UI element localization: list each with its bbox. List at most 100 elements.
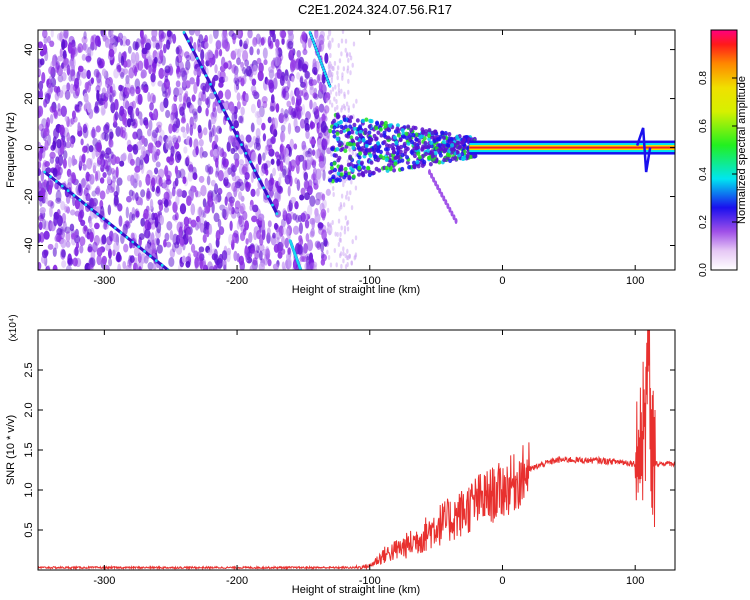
noise-blob xyxy=(53,127,60,139)
noise-blob xyxy=(119,91,124,101)
main-tone-blob xyxy=(421,130,426,136)
noise-blob xyxy=(176,153,182,161)
spectrogram-y-tick-label: -20 xyxy=(23,189,35,205)
secondary-tone-blob xyxy=(434,180,438,187)
noise-blob xyxy=(124,87,131,96)
noise-blob xyxy=(238,164,245,176)
noise-blob xyxy=(239,203,246,215)
noise-blob xyxy=(217,218,222,228)
noise-blob xyxy=(152,94,157,104)
noise-blob xyxy=(140,69,147,79)
noise-blob xyxy=(231,182,238,192)
noise-blob-faint xyxy=(327,255,331,261)
noise-blob xyxy=(174,165,179,175)
noise-blob xyxy=(115,166,119,179)
main-tone-blob xyxy=(351,174,356,179)
noise-blob xyxy=(155,161,161,168)
noise-blob xyxy=(227,167,232,176)
noise-blob-faint xyxy=(333,60,337,66)
secondary-tone-blob xyxy=(450,210,454,217)
main-tone-blob xyxy=(432,139,437,144)
noise-blob-faint xyxy=(351,62,354,68)
main-tone-blob xyxy=(440,130,445,136)
noise-blob xyxy=(257,99,261,109)
noise-blob xyxy=(264,145,268,155)
noise-blob xyxy=(301,140,307,151)
noise-blob xyxy=(170,114,174,125)
noise-blob xyxy=(215,230,221,242)
diagonal-track-peak xyxy=(320,61,323,65)
noise-blob xyxy=(147,262,154,270)
noise-blob xyxy=(158,135,163,146)
noise-blob xyxy=(204,205,211,214)
noise-blob xyxy=(122,260,127,270)
snr-y-tick-label: 1.5 xyxy=(23,442,35,457)
main-tone-blob xyxy=(402,134,407,139)
noise-blob xyxy=(85,55,92,62)
noise-blob xyxy=(204,81,210,93)
noise-blob xyxy=(139,30,144,39)
noise-blob xyxy=(43,250,49,257)
noise-blob xyxy=(195,189,199,198)
noise-blob xyxy=(236,92,241,102)
noise-blob xyxy=(154,151,160,161)
noise-blob xyxy=(280,130,284,143)
noise-blob xyxy=(283,147,289,158)
noise-blob xyxy=(169,229,174,241)
noise-blob xyxy=(310,138,317,145)
noise-blob xyxy=(287,185,291,197)
noise-blob xyxy=(152,145,157,155)
main-tone-blob xyxy=(417,155,422,160)
noise-blob xyxy=(289,59,297,71)
noise-blob xyxy=(266,227,271,236)
spectrogram-y-tick-label: -40 xyxy=(23,238,35,254)
noise-blob xyxy=(258,243,265,252)
noise-blob xyxy=(57,102,61,112)
noise-blob xyxy=(228,30,235,37)
noise-blob xyxy=(100,133,105,141)
diagonal-track-peak xyxy=(328,84,332,88)
noise-blob xyxy=(230,209,237,219)
noise-blob xyxy=(242,99,247,107)
main-tone-blob xyxy=(357,155,362,160)
noise-blob xyxy=(102,32,107,42)
noise-blob xyxy=(171,103,177,113)
noise-blob xyxy=(238,215,243,225)
noise-blob-faint xyxy=(334,231,337,237)
main-tone-blob xyxy=(355,143,360,148)
noise-blob xyxy=(78,104,83,112)
noise-blob xyxy=(287,122,292,135)
noise-blob xyxy=(190,219,197,228)
noise-blob xyxy=(200,261,207,270)
noise-blob xyxy=(187,252,192,263)
noise-blob xyxy=(87,46,92,58)
noise-blob xyxy=(217,70,222,81)
noise-blob-faint xyxy=(340,225,343,231)
noise-blob-faint xyxy=(331,86,335,92)
snr-series-line xyxy=(38,330,675,570)
noise-blob xyxy=(223,170,229,180)
main-tone-blob xyxy=(414,137,419,142)
spectrogram-y-label: Frequency (Hz) xyxy=(5,112,17,188)
colorbar-ticks: 0.0 0.2 0.4 0.6 0.8 xyxy=(698,71,737,277)
noise-blob xyxy=(158,67,165,80)
main-tone-blob xyxy=(339,124,344,129)
noise-blob xyxy=(230,169,236,177)
main-tone-blob xyxy=(384,157,389,163)
main-tone-blob xyxy=(455,135,460,141)
noise-blob xyxy=(239,39,243,47)
noise-blob xyxy=(312,261,318,268)
noise-blob xyxy=(80,219,86,227)
noise-blob-faint xyxy=(353,255,356,261)
spectrogram-x-tick-label: -300 xyxy=(93,275,115,287)
noise-blob xyxy=(298,235,303,243)
main-tone-blob xyxy=(426,155,431,161)
main-tone-blob xyxy=(335,147,340,152)
noise-blob xyxy=(282,266,287,270)
main-tone-blob xyxy=(406,124,411,129)
noise-blob xyxy=(38,149,43,162)
noise-blob-faint xyxy=(347,196,350,202)
noise-blob xyxy=(113,68,120,79)
noise-blob xyxy=(201,150,208,158)
